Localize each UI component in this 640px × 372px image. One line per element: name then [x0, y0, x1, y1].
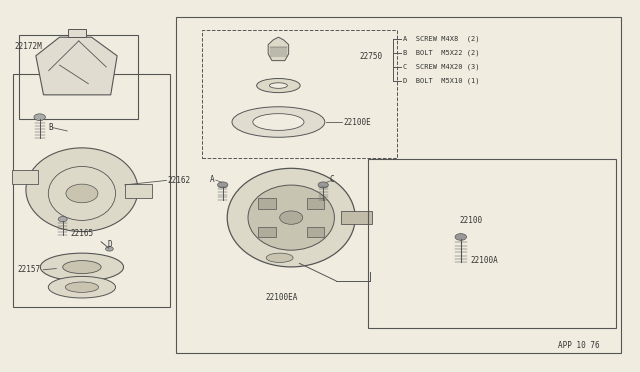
Text: B: B — [48, 123, 52, 132]
Ellipse shape — [253, 114, 304, 131]
Text: D: D — [108, 240, 112, 249]
Text: 22165: 22165 — [70, 229, 93, 238]
Text: 22100A: 22100A — [470, 256, 498, 265]
Bar — [19, 35, 138, 119]
Ellipse shape — [248, 185, 334, 250]
Text: A: A — [210, 175, 214, 184]
Text: C  SCREW M4X20 (3): C SCREW M4X20 (3) — [403, 64, 480, 70]
Circle shape — [218, 182, 228, 188]
Text: A  SCREW M4X8  (2): A SCREW M4X8 (2) — [403, 36, 480, 42]
Circle shape — [280, 211, 303, 224]
Bar — [307, 227, 324, 237]
Text: 22100EA: 22100EA — [266, 293, 298, 302]
Circle shape — [318, 182, 328, 188]
Bar — [368, 159, 616, 328]
Text: B  BOLT  M5X22 (2): B BOLT M5X22 (2) — [403, 49, 480, 56]
Text: 22750: 22750 — [360, 52, 383, 61]
Ellipse shape — [26, 148, 138, 231]
Text: 22157: 22157 — [18, 265, 41, 274]
Ellipse shape — [257, 78, 300, 93]
Ellipse shape — [65, 282, 99, 292]
Bar — [13, 74, 170, 307]
Ellipse shape — [232, 107, 324, 137]
Bar — [176, 17, 621, 353]
Ellipse shape — [63, 261, 101, 274]
Circle shape — [34, 114, 45, 121]
Bar — [307, 198, 324, 209]
Ellipse shape — [269, 83, 287, 89]
Text: 22162: 22162 — [168, 176, 191, 185]
Circle shape — [106, 247, 113, 251]
Ellipse shape — [227, 168, 355, 267]
Ellipse shape — [40, 253, 124, 281]
Circle shape — [455, 234, 467, 240]
Circle shape — [66, 184, 98, 203]
Bar — [258, 198, 276, 209]
Circle shape — [58, 217, 67, 222]
Text: 22100: 22100 — [460, 216, 483, 225]
Text: 22172M: 22172M — [14, 42, 42, 51]
Text: 22100E: 22100E — [344, 118, 371, 126]
Bar — [258, 227, 276, 237]
Text: C: C — [330, 175, 334, 184]
Text: APP 10 76: APP 10 76 — [558, 341, 600, 350]
Bar — [68, 29, 86, 37]
Polygon shape — [268, 37, 289, 61]
Bar — [12, 170, 38, 184]
Ellipse shape — [49, 276, 116, 298]
Bar — [125, 184, 152, 198]
Polygon shape — [36, 37, 117, 95]
Ellipse shape — [266, 253, 293, 263]
Bar — [202, 30, 397, 158]
Text: D  BOLT  M5X10 (1): D BOLT M5X10 (1) — [403, 78, 480, 84]
Bar — [341, 211, 372, 224]
